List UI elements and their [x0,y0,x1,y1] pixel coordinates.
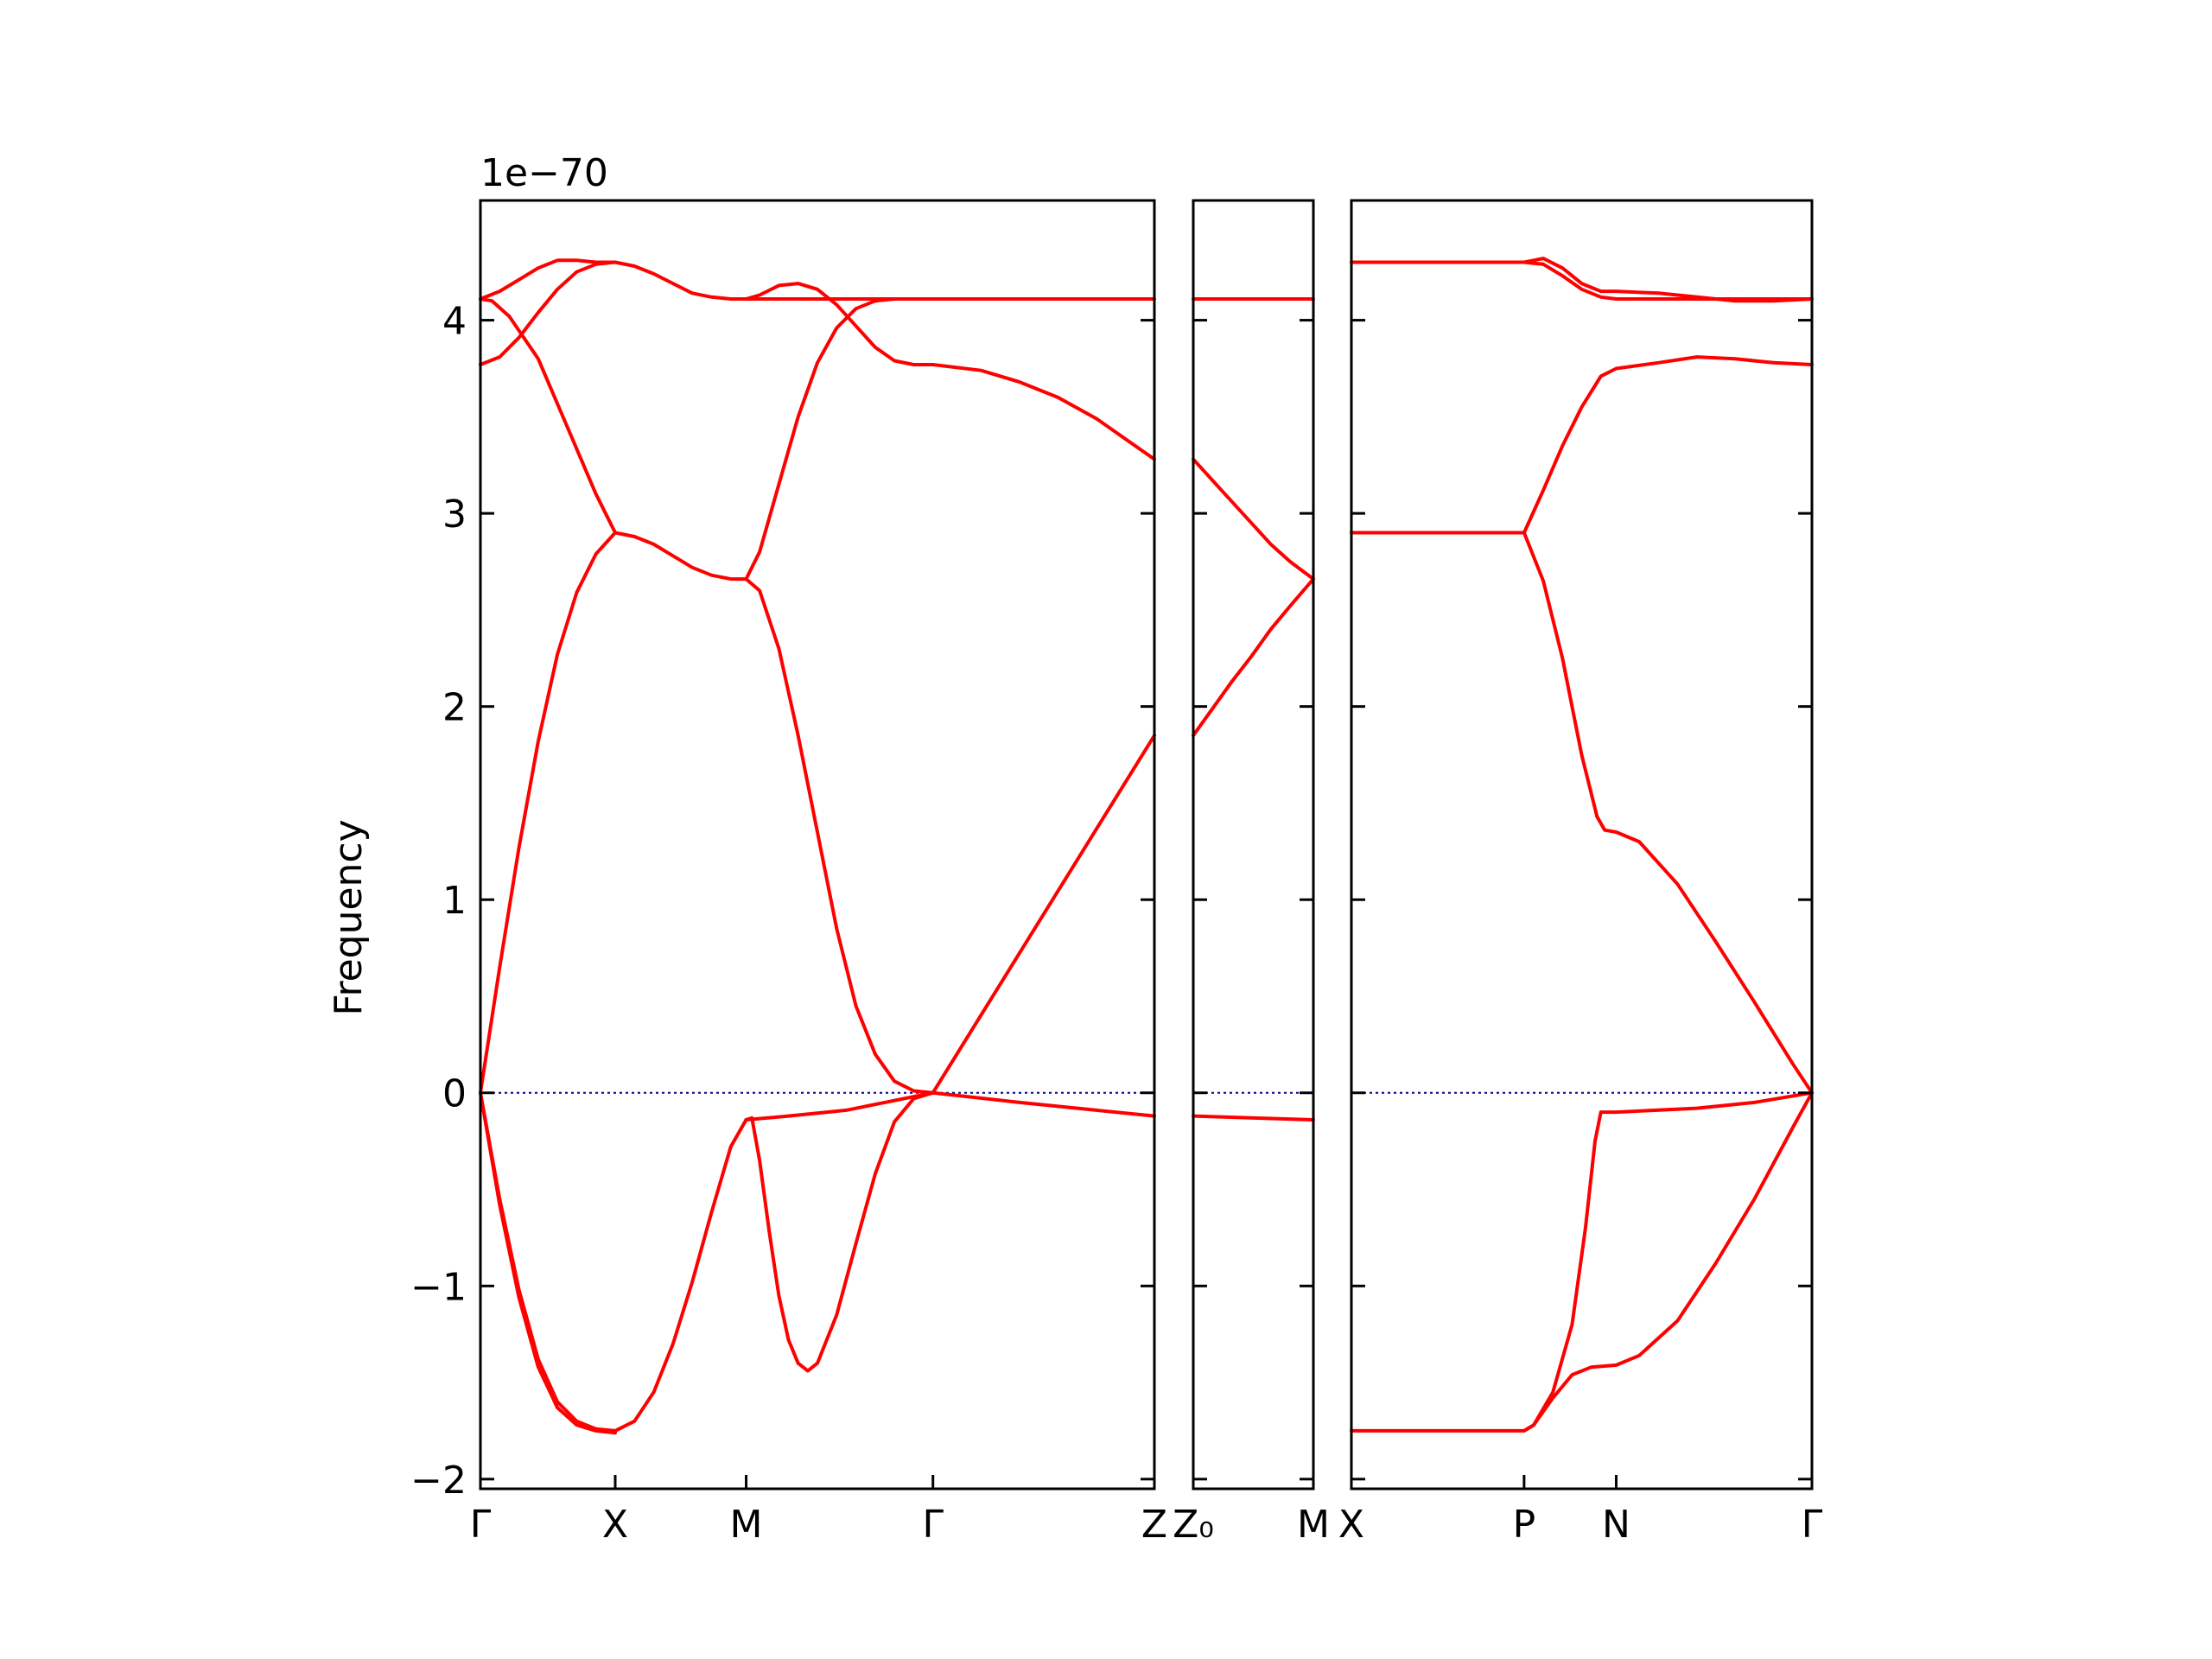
y-offset-text: 1e−70 [480,151,608,195]
band-line [479,1090,617,1435]
x-tick-label: Γ [922,1503,944,1547]
x-tick-label: X [602,1503,628,1547]
band-line [931,734,1156,1095]
y-tick-label: −2 [410,1459,467,1503]
band-line [744,577,935,1095]
band-line [1522,531,1814,1095]
panel-frame [479,199,1156,1491]
x-tick-label: X [1338,1503,1364,1547]
x-tick-label: Γ [470,1503,492,1547]
band-line [1522,1090,1814,1433]
y-tick-label: 0 [442,1072,467,1116]
panel-frame [1192,199,1315,1491]
panel-2: Z₀ M [1173,199,1330,1547]
x-tick-label: M [1297,1503,1330,1547]
panel-frame [1350,199,1814,1491]
band-line [479,1090,748,1433]
band-line [1522,1090,1814,1433]
band-line [744,297,1156,582]
band-line [479,531,617,1095]
x-tick-label: P [1513,1503,1536,1547]
band-line [1350,260,1814,301]
y-tick-label: 2 [442,686,467,730]
y-axis-label: Frequency [327,819,371,1015]
x-tick-label: Z₀ [1173,1503,1214,1547]
band-line [1350,257,1814,303]
y-tick-label: 3 [442,493,467,537]
band-line [744,282,1156,461]
x-tick-label: Γ [1802,1503,1823,1547]
band-line [1192,1114,1315,1122]
band-line [479,297,748,582]
band-line [931,1090,1156,1118]
band-line [1522,355,1814,535]
y-tick-label: 1 [442,879,467,923]
x-tick-label: M [730,1503,763,1547]
y-tick-label: 4 [442,300,467,344]
band-line [1192,577,1315,738]
band-line [1192,457,1315,582]
y-tick-label: −1 [410,1265,467,1309]
band-line [744,1090,935,1373]
band-line [744,1090,935,1122]
x-tick-label: Z [1141,1503,1167,1547]
x-tick-label: N [1602,1503,1630,1547]
band-line [479,258,617,301]
